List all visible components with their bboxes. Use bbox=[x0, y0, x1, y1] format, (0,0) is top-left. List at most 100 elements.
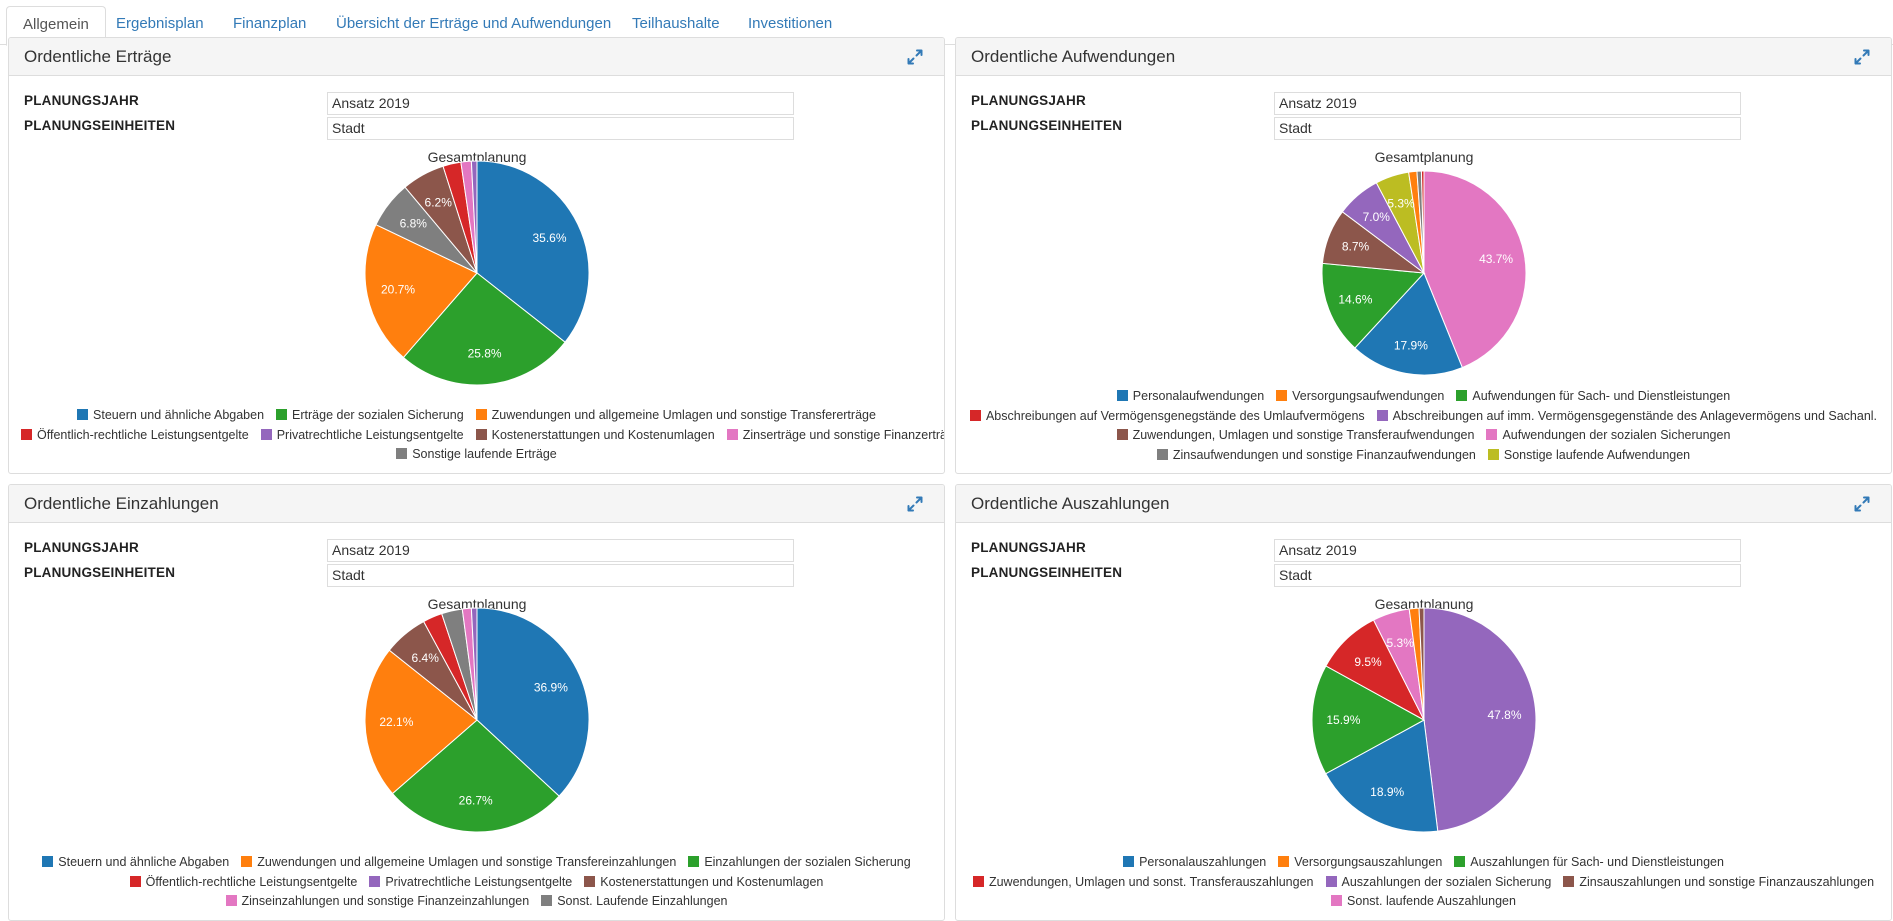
legend-item[interactable]: Öffentlich-rechtliche Leistungsentgelte bbox=[129, 873, 358, 893]
legend-item[interactable]: Zuwendungen, Umlagen und sonst. Transfer… bbox=[972, 873, 1314, 893]
legend-item[interactable]: Steuern und ähnliche Abgaben bbox=[77, 406, 264, 426]
pie-slice-auszahlungen-fur-sach-und-dienstleistungen[interactable] bbox=[1311, 665, 1426, 775]
pie-slice-personalaufwendungen[interactable] bbox=[1354, 272, 1463, 376]
legend-item[interactable]: Zuwendungen, Umlagen und sonstige Transf… bbox=[1116, 426, 1474, 446]
legend-swatch bbox=[396, 448, 408, 459]
tab-ergebnisplan[interactable]: Ergebnisplan bbox=[116, 15, 204, 32]
legend-item[interactable]: Abschreibungen auf imm. Vermögensgegenst… bbox=[1376, 407, 1878, 427]
legend-item[interactable]: Privatrechtliche Leistungsentgelte bbox=[260, 426, 464, 446]
pie-slice-steuern-und-ahnliche-abgaben[interactable] bbox=[476, 160, 590, 343]
expand-arrows-icon[interactable] bbox=[906, 48, 924, 66]
chart-title: Gesamtplanung bbox=[1375, 596, 1474, 612]
planungsjahr-label: PLANUNGSJAHR bbox=[971, 540, 1086, 555]
legend-item[interactable]: Kostenerstattungen und Kostenumlagen bbox=[475, 426, 715, 446]
legend-label: Personalauszahlungen bbox=[1139, 855, 1267, 869]
slice-label: 14.6% bbox=[1338, 292, 1372, 306]
pie-slice-privatrechtliche-leistungsentgelte[interactable] bbox=[470, 607, 478, 721]
legend-label: Zinsaufwendungen und sonstige Finanzaufw… bbox=[1172, 447, 1476, 462]
legend-item[interactable]: Privatrechtliche Leistungsentgelte bbox=[369, 873, 572, 893]
legend-item[interactable]: Auszahlungen der sozialen Sicherung bbox=[1325, 873, 1552, 893]
legend-item[interactable]: Zuwendungen und allgemeine Umlagen und s… bbox=[241, 853, 676, 873]
legend-swatch bbox=[1376, 409, 1388, 421]
legend-item[interactable]: Personalauszahlungen bbox=[1123, 853, 1266, 873]
planungsjahr-value: Ansatz 2019 bbox=[1274, 539, 1741, 562]
legend-row: Zinsaufwendungen und sonstige Finanzaufw… bbox=[962, 446, 1885, 466]
tab-finanzplan[interactable]: Finanzplan bbox=[233, 15, 307, 32]
legend-item[interactable]: Abschreibungen auf Vermögensgenegstände … bbox=[969, 407, 1365, 427]
legend-label: Öffentlich-rechtliche Leistungsentgelte bbox=[145, 874, 358, 889]
legend-item[interactable]: Sonstige laufende Aufwendungen bbox=[1487, 446, 1690, 466]
pie-slice-personalauszahlungen[interactable] bbox=[1325, 719, 1439, 833]
legend-label: Steuern und ähnliche Abgaben bbox=[93, 408, 265, 422]
legend-label: Abschreibungen auf Vermögensgenegstände … bbox=[985, 408, 1365, 423]
pie-slice-privatrechtliche-leistungsentgelte[interactable] bbox=[470, 160, 478, 274]
legend-swatch bbox=[1156, 448, 1168, 460]
expand-arrows-icon[interactable] bbox=[1853, 495, 1871, 513]
tab-teilhaushalte[interactable]: Teilhaushalte bbox=[632, 15, 720, 32]
legend-label: Abschreibungen auf imm. Vermögensgegenst… bbox=[1392, 408, 1878, 423]
legend-label: Sonst. Laufende Einzahlungen bbox=[557, 894, 728, 908]
slice-label: 36.9% bbox=[534, 681, 568, 695]
legend-item[interactable]: Auszahlungen für Sach- und Dienstleistun… bbox=[1454, 853, 1724, 873]
legend-label: Öffentlich-rechtliche Leistungsentgelte bbox=[37, 427, 249, 442]
legend-item[interactable]: Zinserträge und sonstige Finanzerträge bbox=[726, 426, 944, 446]
pie-slice-einzahlungen-der-sozialen-sicherung[interactable] bbox=[391, 719, 560, 833]
legend-item[interactable]: Aufwendungen für Sach- und Dienstleistun… bbox=[1456, 387, 1730, 407]
legend-item[interactable]: Zinsaufwendungen und sonstige Finanzaufw… bbox=[1156, 446, 1476, 466]
legend-item[interactable]: Steuern und ähnliche Abgaben bbox=[42, 853, 229, 873]
legend-item[interactable]: Kostenerstattungen und Kostenumlagen bbox=[584, 873, 823, 893]
pie-slice-steuern-und-ahnliche-abgaben[interactable] bbox=[476, 607, 590, 797]
slice-label: 43.7% bbox=[1479, 252, 1513, 266]
legend-item[interactable]: Zinseinzahlungen und sonstige Finanzeinz… bbox=[225, 892, 529, 912]
legend-item[interactable]: Sonst. laufende Auszahlungen bbox=[1331, 892, 1516, 912]
pie-slice-zuwendungen-und-allgemeine-umlagen-und-sonstige-transfereinzahlungen[interactable] bbox=[364, 649, 478, 795]
legend-row: Sonstige laufende Erträge bbox=[15, 445, 938, 465]
pie-slice-aufwendungen-fur-sach-und-dienstleistungen[interactable] bbox=[1321, 262, 1426, 349]
legend-item[interactable]: Versorgungsauszahlungen bbox=[1278, 853, 1442, 873]
pie-slice-abschreibungen-auf-vermogensgenegstande-des-umlaufvermogens[interactable] bbox=[1420, 170, 1425, 274]
slice-label: 35.6% bbox=[532, 231, 566, 245]
legend-swatch bbox=[688, 856, 700, 867]
legend-item[interactable]: Zuwendungen und allgemeine Umlagen und s… bbox=[475, 406, 876, 426]
legend-label: Erträge der sozialen Sicherung bbox=[292, 408, 464, 422]
planungseinheiten-value: Stadt bbox=[327, 564, 794, 587]
legend-label: Sonstige laufende Erträge bbox=[412, 447, 557, 461]
pie-slice-auszahlungen-der-sozialen-sicherung[interactable] bbox=[1423, 607, 1537, 832]
chart-title: Gesamtplanung bbox=[428, 596, 527, 612]
pie-slice-ertrage-der-sozialen-sicherung[interactable] bbox=[402, 272, 566, 386]
legend-swatch bbox=[1487, 448, 1499, 460]
slice-label: 22.1% bbox=[379, 715, 413, 729]
pie-slice-zuwendungen-und-allgemeine-umlagen-und-sonstige-transferertrage[interactable] bbox=[364, 224, 478, 359]
pie-slice-zinsauszahlungen-und-sonstige-finanzauszahlungen[interactable] bbox=[1418, 607, 1425, 721]
legend-label: Auszahlungen der sozialen Sicherung bbox=[1341, 874, 1552, 889]
legend-row: Steuern und ähnliche Abgaben Erträge der … bbox=[15, 406, 938, 426]
legend-item[interactable]: Zinsauszahlungen und sonstige Finanzausz… bbox=[1563, 873, 1874, 893]
legend-item[interactable]: Erträge der sozialen Sicherung bbox=[276, 406, 464, 426]
legend-item[interactable]: Öffentlich-rechtliche Leistungsentgelte bbox=[21, 426, 249, 446]
legend-item[interactable]: Versorgungsaufwendungen bbox=[1276, 387, 1444, 407]
expand-arrows-icon[interactable] bbox=[1853, 48, 1871, 66]
expand-arrows-icon[interactable] bbox=[906, 495, 924, 513]
tab-uebersicht[interactable]: Übersicht der Erträge und Aufwendungen bbox=[336, 15, 612, 32]
legend-label: Kostenerstattungen und Kostenumlagen bbox=[491, 427, 715, 442]
pie-chart: Gesamtplanung 43.7% 17.9% 14.6% 8.7% 7.0%5.3% bbox=[1321, 149, 1527, 376]
legend-swatch bbox=[369, 875, 381, 887]
pie-slice-aufwendungen-der-sozialen-sicherungen[interactable] bbox=[1423, 170, 1527, 369]
panel-title: Ordentliche Erträge bbox=[24, 47, 172, 66]
panel-ordentliche-auszahlungen: Ordentliche Auszahlungen PLANUNGSJAHR An… bbox=[955, 484, 1892, 921]
legend-label: Zuwendungen, Umlagen und sonst. Transfer… bbox=[988, 874, 1314, 889]
legend-row: Öffentlich-rechtliche Leistungsentgelte P… bbox=[15, 873, 938, 893]
panel-title: Ordentliche Aufwendungen bbox=[971, 47, 1176, 66]
panel-ordentliche-ertraege: Ordentliche Erträge PLANUNGSJAHR Ansatz … bbox=[8, 37, 945, 474]
legend-item[interactable]: Sonst. Laufende Einzahlungen bbox=[541, 892, 728, 912]
legend-item[interactable]: Einzahlungen der sozialen Sicherung bbox=[688, 853, 911, 873]
slice-label: 25.8% bbox=[468, 346, 502, 360]
legend-item[interactable]: Personalaufwendungen bbox=[1116, 387, 1264, 407]
legend-item[interactable]: Sonstige laufende Erträge bbox=[396, 445, 557, 465]
slice-label: 26.7% bbox=[459, 794, 493, 808]
tab-investitionen[interactable]: Investitionen bbox=[748, 15, 833, 32]
legend-label: Einzahlungen der sozialen Sicherung bbox=[704, 855, 911, 869]
legend-row: Personalaufwendungen Versorgungsaufwendun… bbox=[962, 387, 1885, 407]
legend-row: Zuwendungen, Umlagen und sonstige Transf… bbox=[962, 426, 1885, 446]
legend-item[interactable]: Aufwendungen der sozialen Sicherungen bbox=[1486, 426, 1730, 446]
